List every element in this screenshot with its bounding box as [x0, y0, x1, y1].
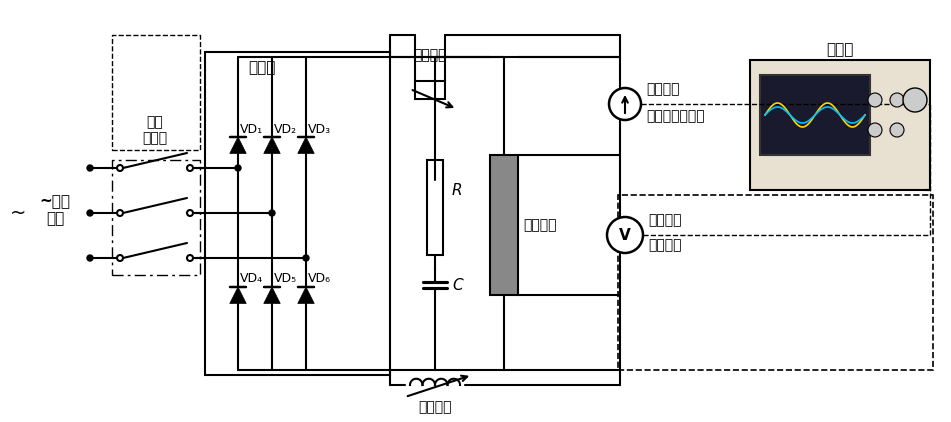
Circle shape	[303, 255, 309, 261]
Text: 可调电阻: 可调电阻	[414, 48, 447, 62]
Text: VD₁: VD₁	[240, 122, 263, 135]
Bar	[750, 60, 930, 190]
Text: 可调电感: 可调电感	[418, 400, 452, 414]
Text: V: V	[619, 227, 631, 243]
Circle shape	[868, 123, 882, 137]
Circle shape	[609, 88, 641, 120]
Text: R: R	[452, 182, 462, 197]
Bar	[112, 35, 200, 150]
Text: VD₆: VD₆	[308, 273, 331, 286]
Text: C: C	[452, 278, 462, 292]
Text: ~交流
电源: ~交流 电源	[40, 194, 70, 226]
Bar	[490, 155, 518, 295]
Text: 超导带材: 超导带材	[523, 218, 556, 232]
Bar	[205, 52, 390, 375]
Text: 示波器: 示波器	[826, 43, 854, 57]
Circle shape	[890, 93, 904, 107]
Text: 霍尔电路传感器: 霍尔电路传感器	[646, 109, 705, 123]
Text: VD₂: VD₂	[274, 122, 297, 135]
Polygon shape	[298, 287, 314, 303]
Polygon shape	[263, 287, 281, 303]
Text: 电压信号: 电压信号	[648, 238, 682, 252]
Text: 整流器: 整流器	[248, 60, 276, 76]
Bar	[112, 160, 200, 275]
Circle shape	[87, 210, 93, 216]
Circle shape	[890, 123, 904, 137]
Text: 框架
断路器: 框架 断路器	[143, 115, 167, 145]
Polygon shape	[230, 137, 246, 154]
Bar	[618, 195, 933, 370]
Text: VD₅: VD₅	[274, 273, 297, 286]
Text: VD₃: VD₃	[308, 122, 331, 135]
Polygon shape	[298, 137, 314, 154]
Bar	[427, 160, 443, 255]
Circle shape	[903, 88, 927, 112]
Polygon shape	[263, 137, 281, 154]
Circle shape	[87, 165, 93, 171]
Bar	[415, 81, 445, 99]
Text: 高压探头: 高压探头	[648, 213, 682, 227]
Text: VD₄: VD₄	[240, 273, 263, 286]
Circle shape	[868, 93, 882, 107]
Polygon shape	[230, 287, 246, 303]
Circle shape	[235, 165, 241, 171]
Bar	[760, 75, 870, 155]
Circle shape	[607, 217, 643, 253]
Circle shape	[87, 255, 93, 261]
Text: ~: ~	[10, 203, 27, 222]
Text: 电流信号: 电流信号	[646, 82, 680, 96]
Circle shape	[269, 210, 275, 216]
